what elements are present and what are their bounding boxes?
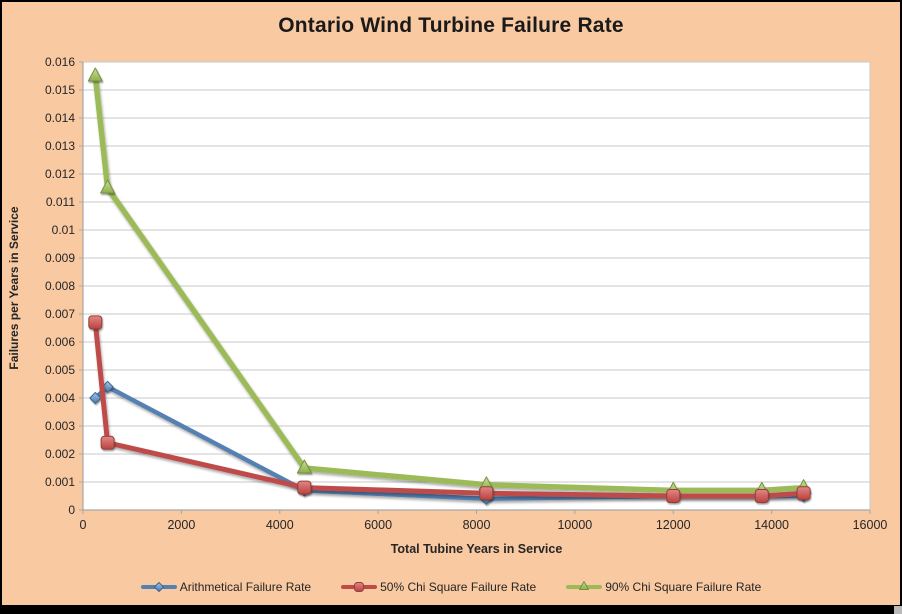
x-tick-label: 6000 <box>364 518 392 532</box>
x-tick-label: 12000 <box>656 518 691 532</box>
y-tick-label: 0 <box>68 503 75 517</box>
legend-label: 90% Chi Square Failure Rate <box>605 580 762 594</box>
data-point-marker-diamond <box>153 582 164 592</box>
y-tick-label: 0.007 <box>45 307 75 321</box>
data-point-marker-square <box>479 486 494 501</box>
plot-area: 0 0.001 0.002 0.003 0.004 0.005 0.006 0.007 0.00… <box>45 55 888 532</box>
data-point-marker-triangle <box>87 67 103 82</box>
y-tick-label: 0.001 <box>45 475 75 489</box>
data-point-marker-square <box>354 582 365 592</box>
data-point-marker-square <box>100 435 115 450</box>
y-tick-label: 0.016 <box>45 55 75 69</box>
chart-title: Ontario Wind Turbine Failure Rate <box>278 14 624 37</box>
x-tick-label: 8000 <box>463 518 491 532</box>
line-triangle-marker-icon <box>566 581 603 590</box>
data-point-marker-triangle <box>100 179 116 194</box>
x-tick-label: 0 <box>80 518 87 532</box>
y-tick-label: 0.003 <box>45 419 75 433</box>
y-tick-label: 0.01 <box>52 223 76 237</box>
chart-canvas: Ontario Wind Turbine Failure Rate Failur… <box>2 2 900 605</box>
y-tick-label: 0.005 <box>45 363 75 377</box>
chart-legend: Arithmetical Failure Rate 50% Chi Square… <box>2 580 900 594</box>
x-tick-label: 16000 <box>853 518 888 532</box>
line-diamond-marker-icon <box>140 582 177 592</box>
data-point-marker-square <box>297 480 312 495</box>
legend-item-50-chi-square: 50% Chi Square Failure Rate <box>341 580 536 594</box>
y-tick-label: 0.006 <box>45 335 75 349</box>
legend-item-90-chi-square: 90% Chi Square Failure Rate <box>566 580 761 594</box>
y-tick-label: 0.004 <box>45 391 75 405</box>
data-point-marker-square <box>666 489 681 503</box>
y-tick-label: 0.002 <box>45 447 75 461</box>
legend-label: 50% Chi Square Failure Rate <box>380 580 537 594</box>
data-point-marker-square <box>796 486 811 501</box>
y-tick-label: 0.013 <box>45 139 75 153</box>
line-square-marker-icon <box>341 582 378 592</box>
legend-item-arithmetical: Arithmetical Failure Rate <box>140 580 312 594</box>
y-tick-label: 0.009 <box>45 251 75 265</box>
data-point-marker-triangle <box>296 459 312 474</box>
x-tick-label: 14000 <box>754 518 789 532</box>
data-point-marker-triangle <box>579 581 590 590</box>
y-tick-label: 0.015 <box>45 83 75 97</box>
y-tick-label: 0.011 <box>46 195 75 209</box>
x-tick-label: 10000 <box>557 518 592 532</box>
data-point-marker-square <box>88 315 103 330</box>
y-tick-label: 0.012 <box>45 167 75 181</box>
legend-label: Arithmetical Failure Rate <box>179 580 312 594</box>
y-tick-label: 0.014 <box>45 111 75 125</box>
x-axis-title: Total Tubine Years in Service <box>390 542 563 556</box>
data-point-marker-square <box>754 489 769 503</box>
x-tick-label: 2000 <box>167 518 195 532</box>
x-tick-label: 4000 <box>266 518 294 532</box>
data-point-marker-diamond <box>89 392 102 404</box>
y-tick-label: 0.008 <box>45 279 75 293</box>
resize-corner <box>894 606 902 614</box>
